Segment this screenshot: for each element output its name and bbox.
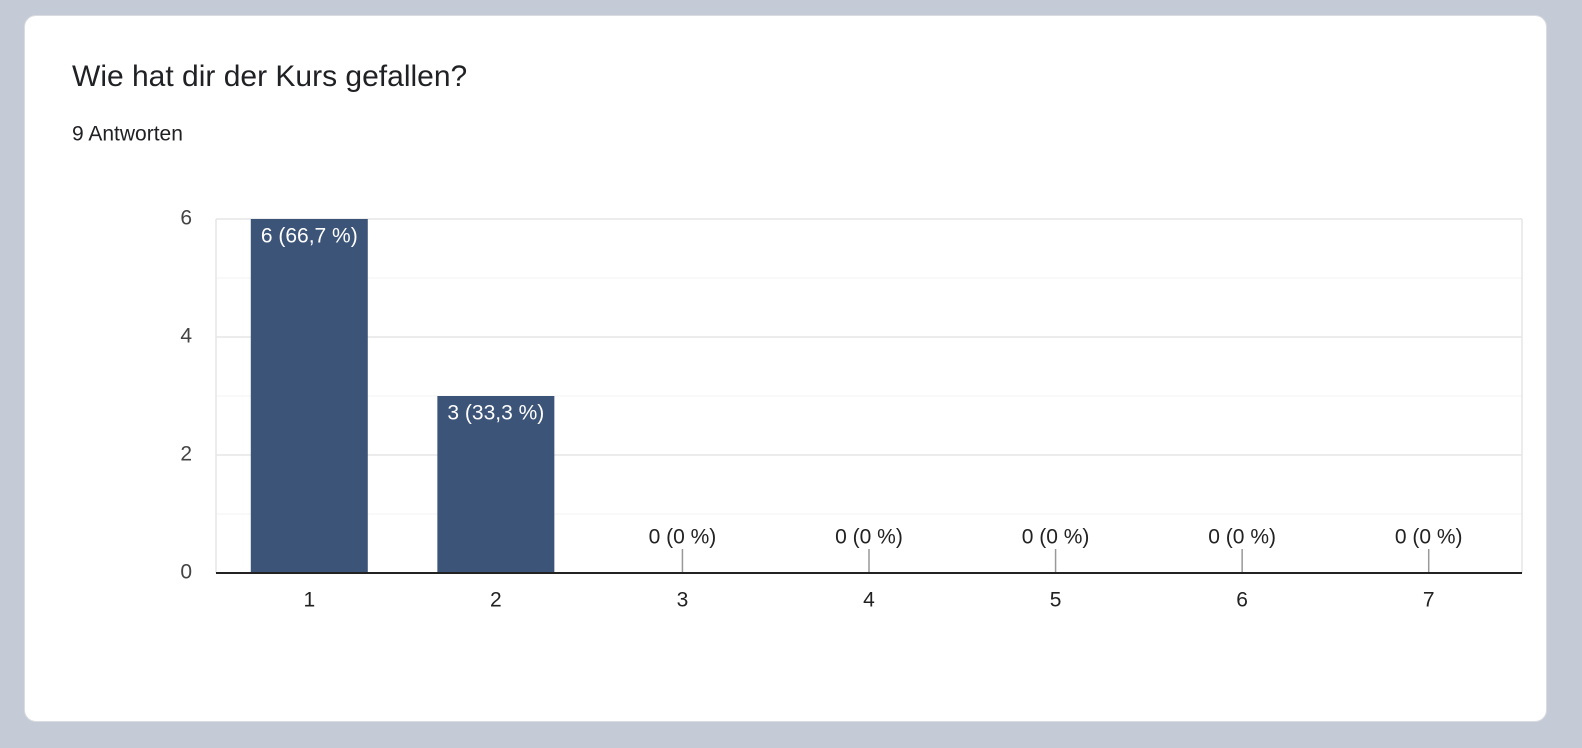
x-tick-label: 4: [863, 589, 875, 612]
value-label: 6 (66,7 %): [261, 225, 358, 248]
value-label: 0 (0 %): [1022, 526, 1090, 549]
chart-subtitle: 9 Antworten: [72, 123, 183, 146]
value-label: 0 (0 %): [649, 526, 717, 549]
value-label: 0 (0 %): [1395, 526, 1463, 549]
y-tick-label: 4: [180, 325, 192, 348]
value-label: 0 (0 %): [835, 526, 903, 549]
x-tick-label: 2: [490, 589, 502, 612]
value-label: 0 (0 %): [1208, 526, 1276, 549]
x-tick-label: 5: [1050, 589, 1062, 612]
x-tick-label: 6: [1236, 589, 1248, 612]
bar: [437, 396, 555, 573]
x-tick-label: 7: [1423, 589, 1435, 612]
value-label: 3 (33,3 %): [447, 402, 544, 425]
y-tick-label: 0: [180, 561, 192, 584]
y-tick-label: 6: [180, 207, 192, 230]
x-tick-label: 1: [303, 589, 315, 612]
bar: [250, 219, 368, 573]
chart-title: Wie hat dir der Kurs gefallen?: [72, 60, 467, 93]
y-tick-label: 2: [180, 443, 192, 466]
x-tick-label: 3: [677, 589, 689, 612]
